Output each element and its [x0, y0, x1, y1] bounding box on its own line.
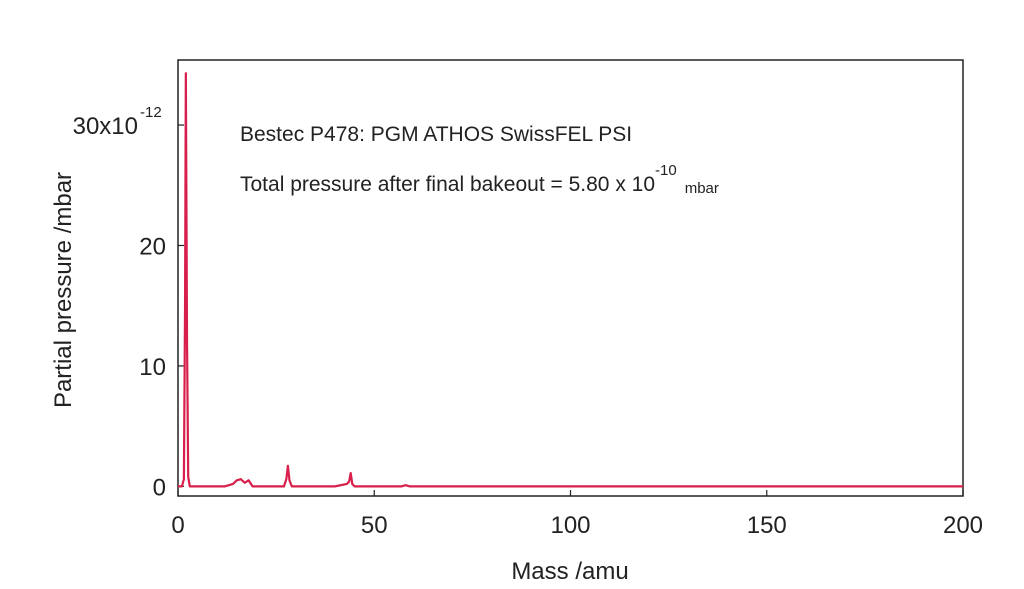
- x-tick-label: 100: [550, 512, 590, 539]
- annotation-text: Total pressure after final bakeout = 5.8…: [240, 173, 655, 196]
- y-tick-label: 20: [139, 233, 166, 260]
- data-line: [178, 72, 963, 488]
- annotation-exponent: -10: [655, 162, 677, 179]
- y-tick-label: 10: [139, 354, 166, 381]
- y-tick-label: 30x10: [73, 113, 138, 140]
- x-tick-label: 200: [943, 512, 983, 539]
- annotation-title: Bestec P478: PGM ATHOS SwissFEL PSI: [240, 123, 632, 146]
- y-tick-exponent: -12: [140, 104, 162, 121]
- y-axis-label: Partial pressure /mbar: [50, 172, 77, 408]
- annotation-unit: mbar: [685, 180, 719, 197]
- x-tick-label: 150: [747, 512, 787, 539]
- y-tick-label: 0: [153, 474, 166, 501]
- annotation-pressure: Total pressure after final bakeout = 5.8…: [240, 162, 719, 197]
- x-tick-label: 0: [171, 512, 184, 539]
- x-tick-label: 50: [361, 512, 388, 539]
- x-axis-label: Mass /amu: [511, 558, 628, 585]
